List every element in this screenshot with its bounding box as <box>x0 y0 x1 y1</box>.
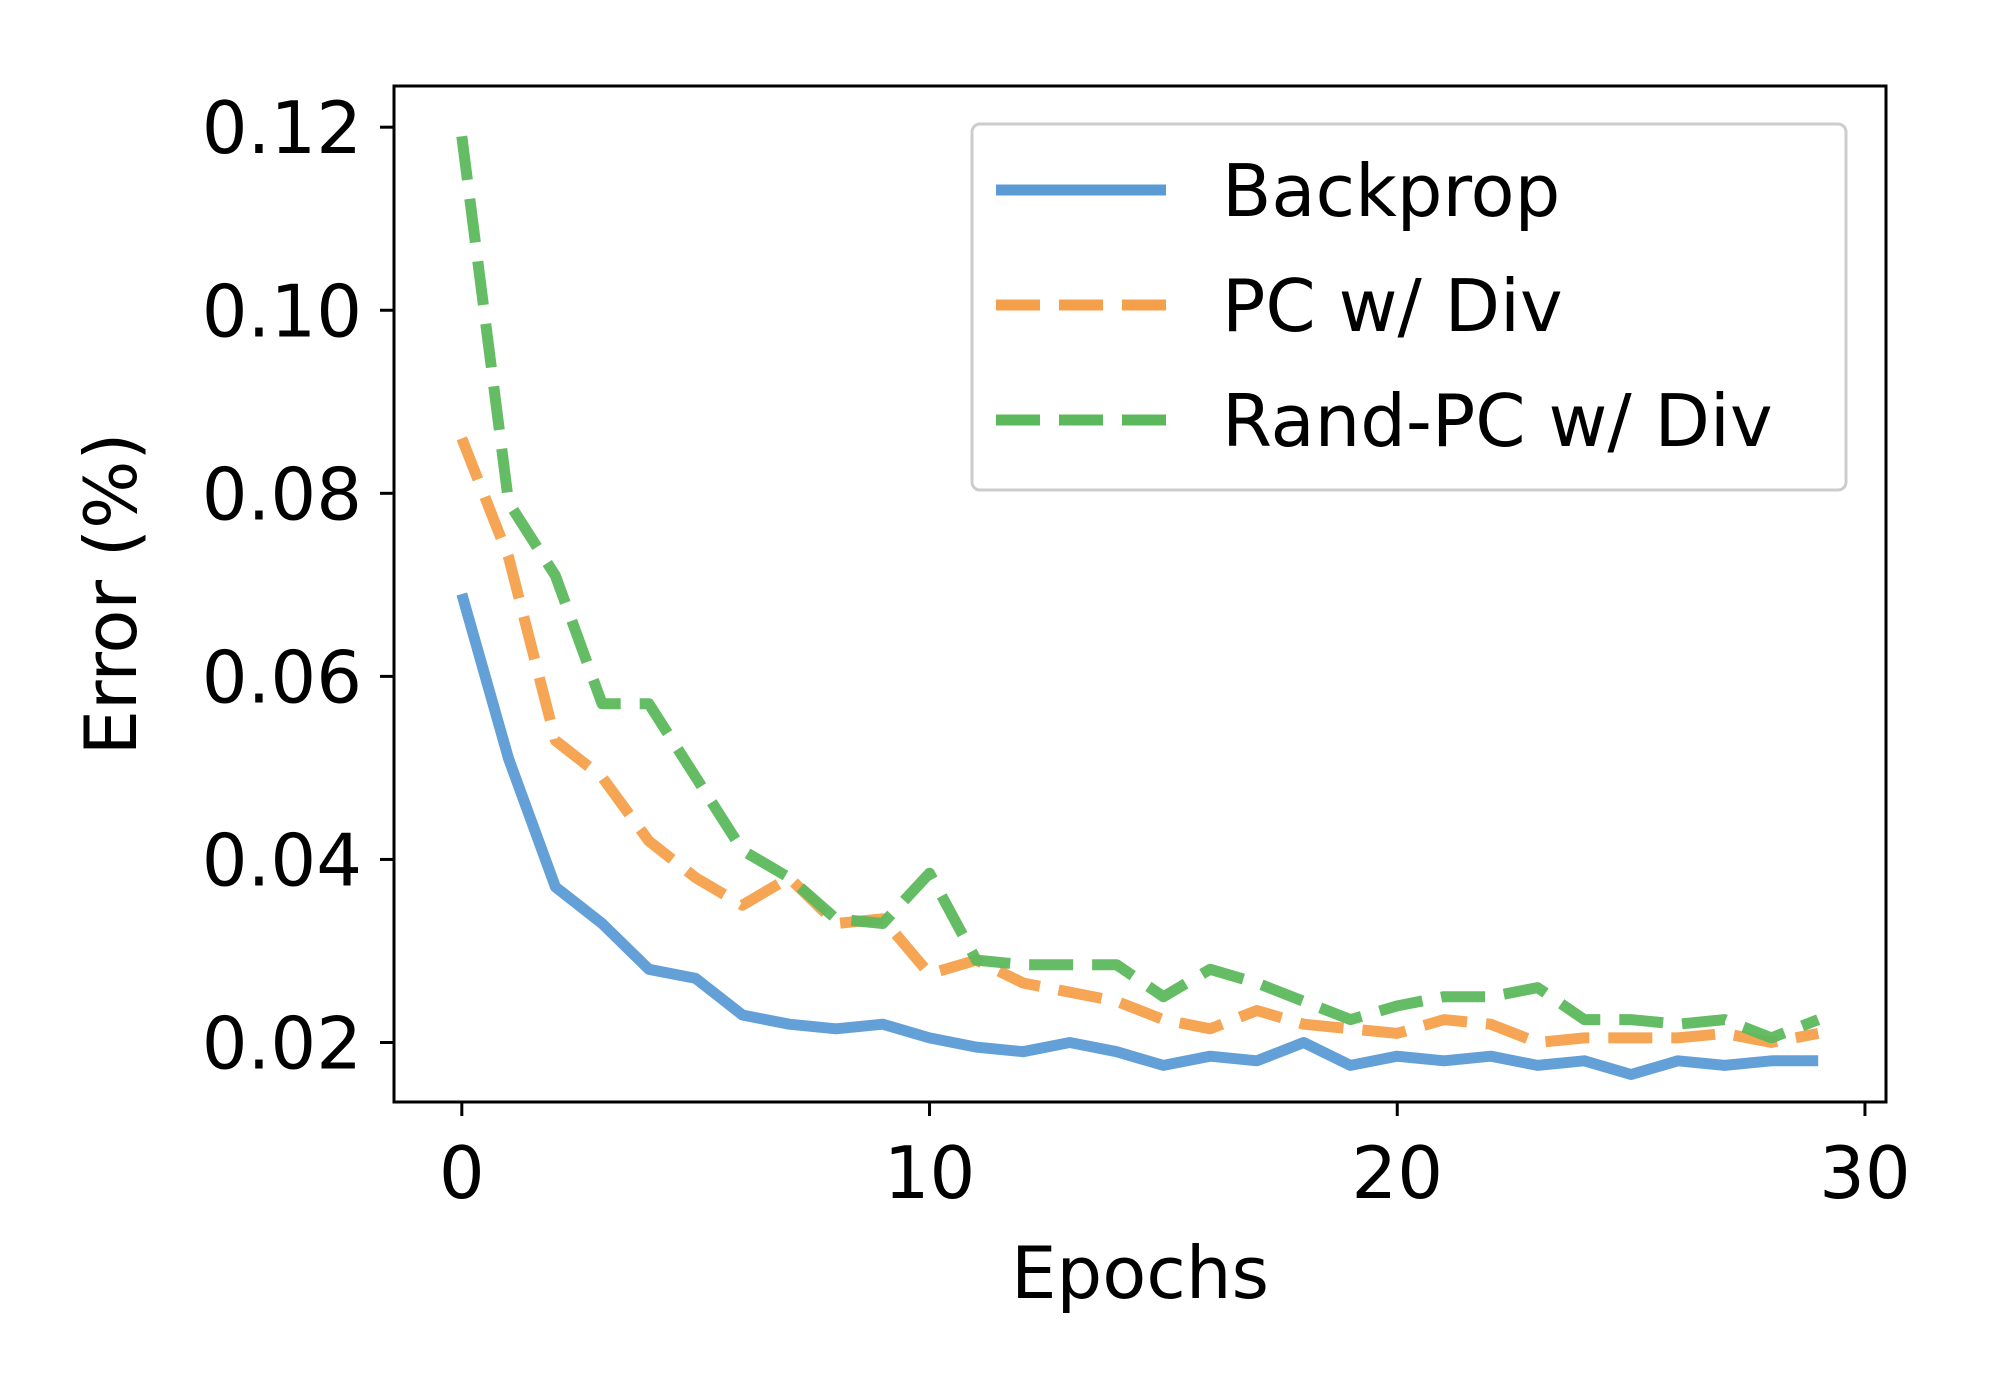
y-tick-label: 0.04 <box>202 818 362 902</box>
y-tick-label: 0.06 <box>202 635 362 719</box>
x-tick-label: 20 <box>1351 1131 1443 1215</box>
y-tick-label: 0.12 <box>202 86 362 170</box>
x-tick-label: 10 <box>884 1131 976 1215</box>
legend-box <box>970 122 1848 492</box>
x-tick-label: 0 <box>439 1131 485 1215</box>
x-axis-label: Epochs <box>1011 1231 1269 1315</box>
y-axis-label: Error (%) <box>69 433 153 756</box>
plot-frame <box>392 84 1888 1104</box>
series-line-backprop <box>456 592 1819 1080</box>
y-tick-label: 0.10 <box>202 269 362 353</box>
series-line-rand-pc-w-div <box>456 135 1821 1044</box>
x-tick-label: 30 <box>1819 1131 1911 1215</box>
legend-label-backprop: Backprop <box>1222 149 1560 233</box>
legend: Backprop PC w/ Div Rand-PC w/ Div <box>970 122 1848 492</box>
x-axis-ticks: 0 10 20 30 <box>439 1102 1911 1215</box>
series-line-pc-w-div <box>456 436 1820 1048</box>
series-layer <box>456 135 1821 1080</box>
legend-label-pc-div: PC w/ Div <box>1222 264 1563 348</box>
y-axis-ticks: 0.02 0.04 0.06 0.08 0.10 0.12 <box>202 86 394 1086</box>
y-tick-label: 0.08 <box>202 452 362 536</box>
y-tick-label: 0.02 <box>202 1002 362 1086</box>
legend-label-rand-pc-div: Rand-PC w/ Div <box>1222 379 1773 463</box>
